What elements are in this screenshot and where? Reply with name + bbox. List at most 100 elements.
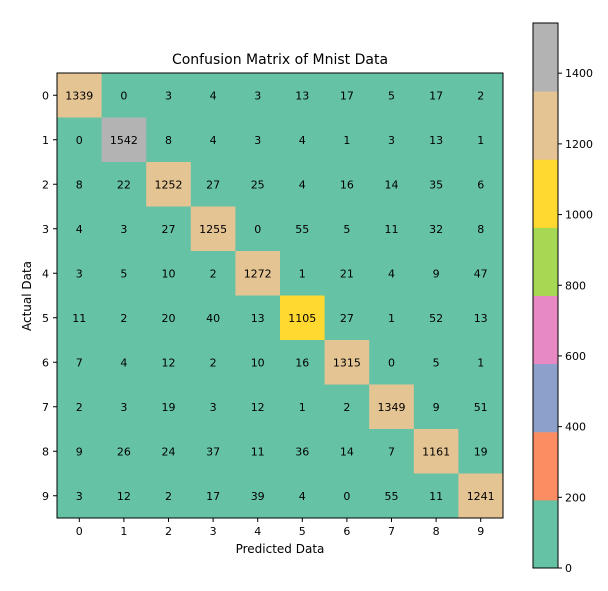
heatmap-cell-0-6 <box>324 73 370 118</box>
heatmap-cell-6-5 <box>280 340 326 385</box>
cell-value-0-5: 13 <box>295 89 309 102</box>
heatmap-cell-7-0 <box>57 384 103 430</box>
cell-value-4-9: 47 <box>474 267 488 280</box>
heatmap-cell-8-9 <box>458 429 504 474</box>
cell-value-7-4: 12 <box>251 401 265 414</box>
heatmap-cell-2-0 <box>57 162 103 207</box>
heatmap-cell-0-8 <box>413 73 459 118</box>
x-axis-ticks: 0 1 2 3 4 5 6 7 8 9 <box>76 518 484 538</box>
cell-value-5-3: 40 <box>206 312 220 325</box>
heatmap-cell-2-2 <box>146 162 192 207</box>
cell-value-8-8: 1161 <box>422 445 450 458</box>
heatmap-cell-0-1 <box>101 73 147 118</box>
heatmap-cell-6-1 <box>101 340 147 385</box>
x-tick-label: 4 <box>254 525 261 538</box>
heatmap-cell-4-3 <box>190 251 236 296</box>
cell-value-4-1: 5 <box>120 267 127 280</box>
heatmap-cell-9-0 <box>57 473 103 519</box>
cell-value-1-8: 13 <box>429 134 443 147</box>
cell-value-6-7: 0 <box>388 356 395 369</box>
heatmap-cell-5-9 <box>458 295 504 341</box>
heatmap-cell-0-3 <box>190 73 236 118</box>
heatmap-cell-6-8 <box>413 340 459 385</box>
cell-value-5-1: 2 <box>120 312 127 325</box>
colorbar-segment <box>533 499 558 569</box>
colorbar-segment <box>533 431 558 501</box>
cell-value-1-1: 1542 <box>110 134 138 147</box>
heatmap-cell-2-8 <box>413 162 459 207</box>
cell-value-2-7: 14 <box>385 178 399 191</box>
heatmap-cell-7-2 <box>146 384 192 430</box>
heatmap-cell-3-2 <box>146 206 192 252</box>
cell-value-0-3: 4 <box>210 89 217 102</box>
y-tick-label: 0 <box>42 89 49 102</box>
heatmap-cell-5-8 <box>413 295 459 341</box>
heatmap-cell-8-1 <box>101 429 147 474</box>
heatmap-cell-9-3 <box>190 473 236 519</box>
y-tick-label: 3 <box>42 223 49 236</box>
heatmap-cell-9-7 <box>369 473 415 519</box>
heatmap-cell-4-7 <box>369 251 415 296</box>
x-axis-label: Predicted Data <box>236 542 325 556</box>
heatmap-cell-5-3 <box>190 295 236 341</box>
cell-value-9-9: 1241 <box>467 490 495 503</box>
heatmap-cell-2-4 <box>235 162 281 207</box>
cell-value-1-2: 8 <box>165 134 172 147</box>
cell-value-9-1: 12 <box>117 490 131 503</box>
heatmap-cell-4-6 <box>324 251 370 296</box>
x-tick-label: 2 <box>165 525 172 538</box>
heatmap-cell-3-5 <box>280 206 326 252</box>
cell-value-0-8: 17 <box>429 89 443 102</box>
heatmap-cell-4-0 <box>57 251 103 296</box>
cell-value-6-6: 1315 <box>333 356 361 369</box>
cell-value-0-2: 3 <box>165 89 172 102</box>
colorbar-tick-label: 600 <box>565 350 586 363</box>
cell-value-3-0: 4 <box>76 223 83 236</box>
cell-value-3-4: 0 <box>254 223 261 236</box>
cell-value-1-3: 4 <box>210 134 217 147</box>
cell-value-3-5: 55 <box>295 223 309 236</box>
heatmap-cell-9-8 <box>413 473 459 519</box>
heatmap-cell-6-0 <box>57 340 103 385</box>
heatmap-cell-2-7 <box>369 162 415 207</box>
heatmap-cell-7-9 <box>458 384 504 430</box>
heatmap-cell-3-8 <box>413 206 459 252</box>
colorbar-tick-label: 400 <box>565 421 586 434</box>
heatmap-cell-5-7 <box>369 295 415 341</box>
cell-value-2-0: 8 <box>76 178 83 191</box>
cell-value-2-9: 6 <box>477 178 484 191</box>
heatmap-cell-5-6 <box>324 295 370 341</box>
heatmap-cell-4-9 <box>458 251 504 296</box>
heatmap-cell-9-2 <box>146 473 192 519</box>
cell-value-1-6: 1 <box>343 134 350 147</box>
heatmap-cell-7-8 <box>413 384 459 430</box>
heatmap-cell-6-9 <box>458 340 504 385</box>
heatmap-cell-9-1 <box>101 473 147 519</box>
cell-value-0-6: 17 <box>340 89 354 102</box>
heatmap-cell-7-6 <box>324 384 370 430</box>
cell-value-7-7: 1349 <box>378 401 406 414</box>
cell-value-9-3: 17 <box>206 490 220 503</box>
heatmap-cell-2-3 <box>190 162 236 207</box>
cell-value-4-3: 2 <box>210 267 217 280</box>
x-tick-label: 9 <box>477 525 484 538</box>
colorbar-tick-label: 1000 <box>565 209 593 222</box>
cell-value-6-5: 16 <box>295 356 309 369</box>
x-tick-label: 1 <box>120 525 127 538</box>
y-tick-label: 4 <box>42 267 49 280</box>
cell-value-6-3: 2 <box>210 356 217 369</box>
cell-value-7-3: 3 <box>210 401 217 414</box>
heatmap-cell-5-1 <box>101 295 147 341</box>
heatmap-cell-1-6 <box>324 117 370 163</box>
heatmap-cell-1-3 <box>190 117 236 163</box>
heatmap-cell-7-7 <box>369 384 415 430</box>
colorbar-segment <box>533 159 558 228</box>
cell-value-0-4: 3 <box>254 89 261 102</box>
heatmap-cell-3-9 <box>458 206 504 252</box>
cell-value-9-7: 55 <box>385 490 399 503</box>
heatmap-cell-8-7 <box>369 429 415 474</box>
cell-value-8-1: 26 <box>117 445 131 458</box>
cell-value-0-9: 2 <box>477 89 484 102</box>
heatmap-cell-0-9 <box>458 73 504 118</box>
